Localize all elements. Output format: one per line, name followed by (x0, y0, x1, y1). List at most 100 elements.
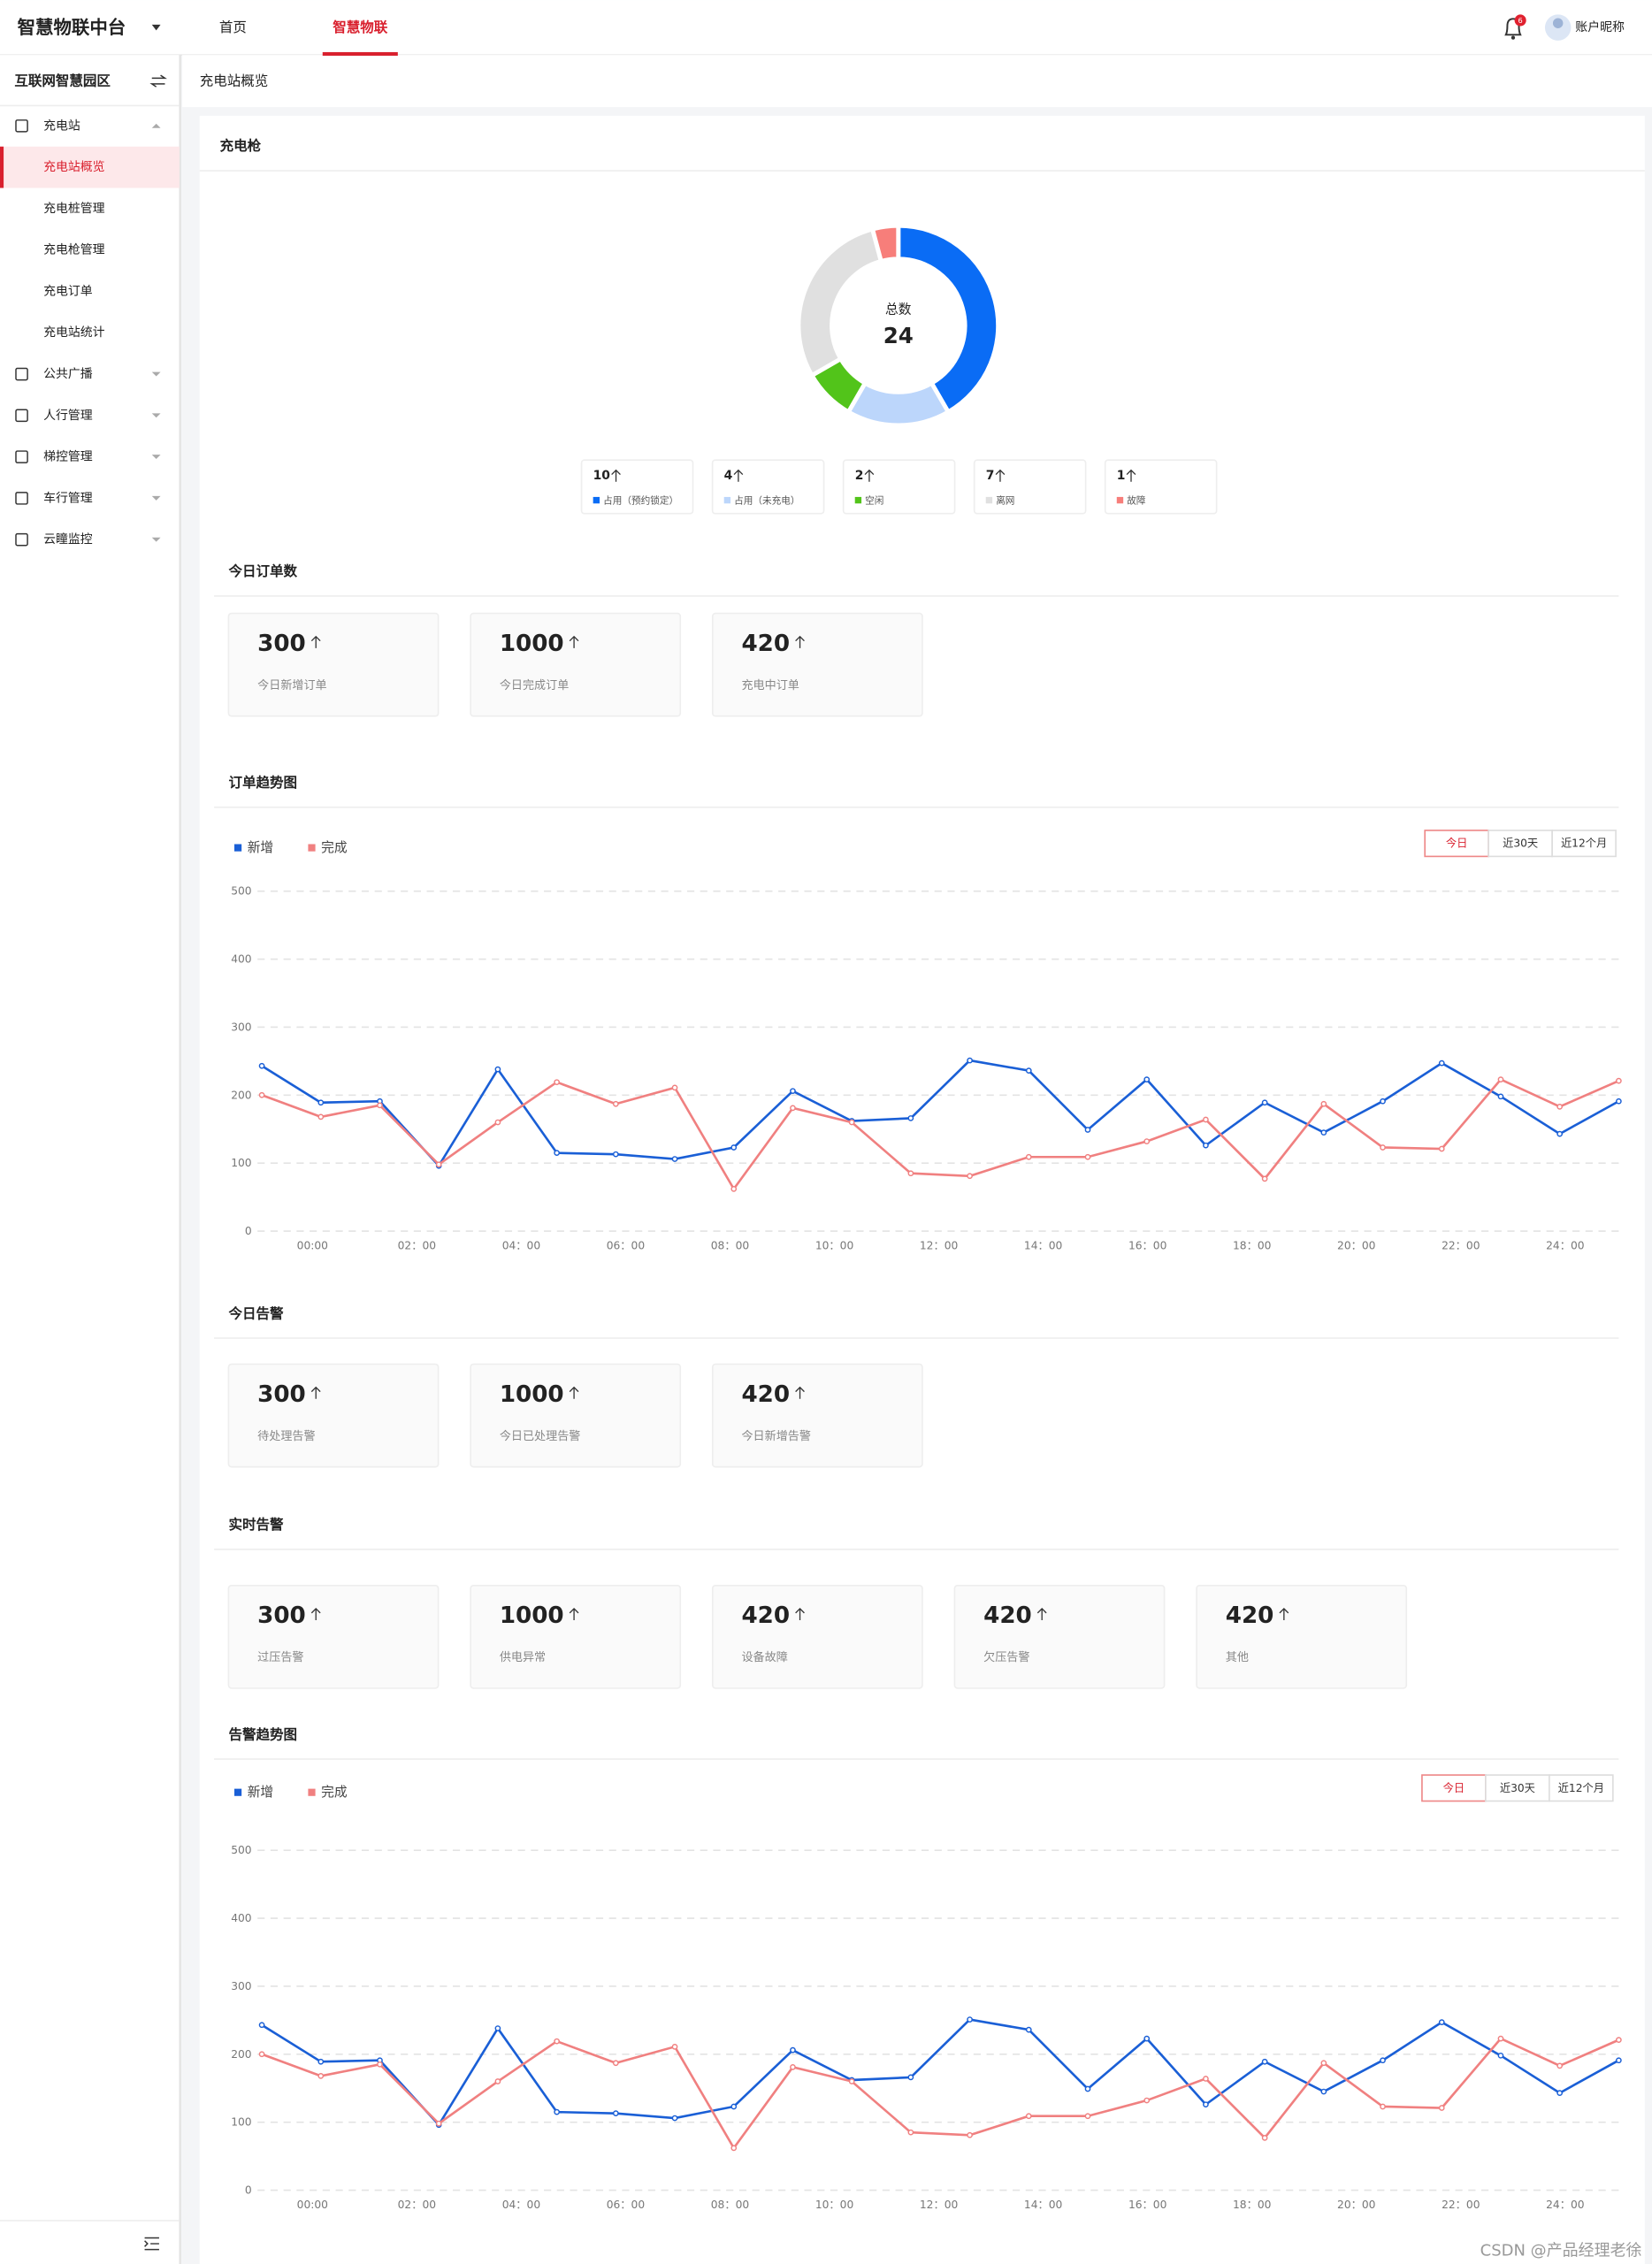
series-point (1380, 1144, 1386, 1151)
y-tick-label: 300 (231, 1980, 251, 1992)
menu-item[interactable]: 充电站概览 (43, 160, 104, 174)
avatar-head (1552, 18, 1564, 28)
series-point (1380, 1098, 1386, 1105)
user-name[interactable]: 账户昵称 (1575, 19, 1625, 34)
series-point (1143, 1076, 1151, 1082)
menu-item[interactable]: 充电订单 (43, 284, 93, 298)
series-point (907, 2129, 914, 2136)
series-point (1556, 1130, 1564, 1137)
stat-label: 欠压告警 (983, 1650, 1029, 1664)
brand: 智慧物联中台 (18, 17, 126, 38)
menu-item[interactable]: 充电站统计 (43, 325, 105, 340)
stat-value: 300 (257, 631, 306, 657)
range-button[interactable] (1488, 830, 1553, 858)
range-button-label[interactable]: 今日 (1443, 1781, 1465, 1794)
nav-item[interactable]: 首页 (219, 19, 247, 35)
watermark: CSDN @产品经理老徐 (1480, 2242, 1642, 2260)
series-point (1556, 2062, 1564, 2069)
stat-card (1196, 1584, 1408, 1689)
series-point (1616, 1077, 1622, 1084)
series-point (790, 1105, 796, 1112)
bell[interactable] (1504, 18, 1522, 40)
menu-fold-icon[interactable] (144, 2237, 159, 2251)
menu-caret (151, 413, 161, 418)
legend-label: 新增 (248, 1785, 273, 1800)
donut-slice (869, 223, 901, 264)
legend-card (711, 459, 825, 515)
series-point (1616, 2057, 1622, 2064)
range-button[interactable] (1549, 1774, 1614, 1802)
stat-label: 设备故障 (741, 1649, 787, 1664)
range-button-label[interactable]: 近30天 (1503, 838, 1538, 850)
range-button[interactable] (1421, 1774, 1487, 1802)
series-point (907, 1170, 914, 1177)
stat-card (470, 612, 682, 717)
series-point (1261, 2134, 1268, 2141)
legend-swatch (723, 496, 731, 504)
menu-group[interactable]: 梯控管理 (43, 450, 93, 464)
brand-dropdown[interactable] (151, 24, 161, 31)
range-button-label[interactable]: 近12个月 (1558, 1782, 1604, 1794)
bell-icon[interactable] (1504, 18, 1522, 36)
series-point (494, 1066, 501, 1073)
nav-active-bar (322, 51, 398, 57)
section-title: 今日告警 (228, 1304, 284, 1321)
series-point (1380, 2057, 1386, 2064)
range-button[interactable] (1485, 1774, 1550, 1802)
series-point (435, 2120, 442, 2127)
x-tick-label: 14：00 (1024, 1239, 1062, 1251)
legend-label: 占用（预约锁定） (603, 495, 678, 507)
series-point (1143, 1138, 1151, 1144)
series-point (1203, 2101, 1209, 2108)
menu-group[interactable]: 云瞳监控 (43, 532, 93, 547)
x-tick-label: 22：00 (1442, 2199, 1480, 2211)
range-button[interactable] (1551, 830, 1617, 858)
menu-group[interactable]: 公共广播 (43, 367, 93, 381)
stat-value: 420 (741, 631, 790, 657)
donut-center-label: 总数 (885, 302, 912, 317)
up-arrow-icon (864, 469, 875, 482)
series-point (1143, 2035, 1151, 2042)
series-point (258, 2022, 265, 2029)
series-point (1025, 2113, 1032, 2120)
menu-item[interactable]: 充电桩管理 (43, 201, 105, 216)
menu-item[interactable]: 充电枪管理 (43, 242, 105, 257)
series-point (258, 1062, 265, 1069)
menu-group[interactable]: 人行管理 (43, 409, 93, 423)
nav-item[interactable]: 智慧物联 (333, 19, 388, 35)
series-point (671, 1084, 678, 1091)
legend-label: 故障 (1127, 495, 1146, 507)
series-point (1025, 2026, 1032, 2033)
series-point (1438, 1145, 1445, 1152)
series-point (1025, 1067, 1032, 1074)
series-point (1497, 2052, 1504, 2059)
menu-icon (15, 532, 28, 547)
y-tick-label: 100 (231, 1157, 251, 1169)
legend-card (1104, 459, 1218, 515)
x-tick-label: 00:00 (297, 2199, 328, 2211)
series-point (790, 2064, 796, 2070)
series-point (1143, 2097, 1151, 2104)
y-tick-label: 500 (231, 885, 251, 898)
main-card (199, 115, 1645, 2264)
collapse-icon[interactable] (149, 74, 167, 88)
up-arrow-icon (310, 635, 321, 648)
menu-group[interactable]: 车行管理 (43, 490, 93, 505)
range-button-label[interactable]: 今日 (1446, 837, 1468, 850)
menu-caret (151, 455, 161, 460)
section-title: 实时告警 (228, 1516, 284, 1533)
y-tick-label: 200 (231, 2048, 251, 2061)
stat-value: 420 (741, 1602, 790, 1629)
legend-card (973, 459, 1087, 515)
stat-card (953, 1584, 1166, 1689)
menu-icon (15, 409, 28, 423)
range-button[interactable] (1424, 830, 1489, 858)
menu-group[interactable]: 充电站 (43, 119, 80, 133)
y-tick-label: 0 (245, 1225, 252, 1237)
legend-label: 占用（未充电） (734, 495, 799, 507)
legend-value: 10 (593, 469, 610, 483)
legend-label: 离网 (996, 495, 1014, 507)
range-button-label[interactable]: 近30天 (1500, 1782, 1535, 1794)
range-button-label[interactable]: 近12个月 (1561, 838, 1607, 850)
x-tick-label: 02：00 (398, 2199, 436, 2211)
